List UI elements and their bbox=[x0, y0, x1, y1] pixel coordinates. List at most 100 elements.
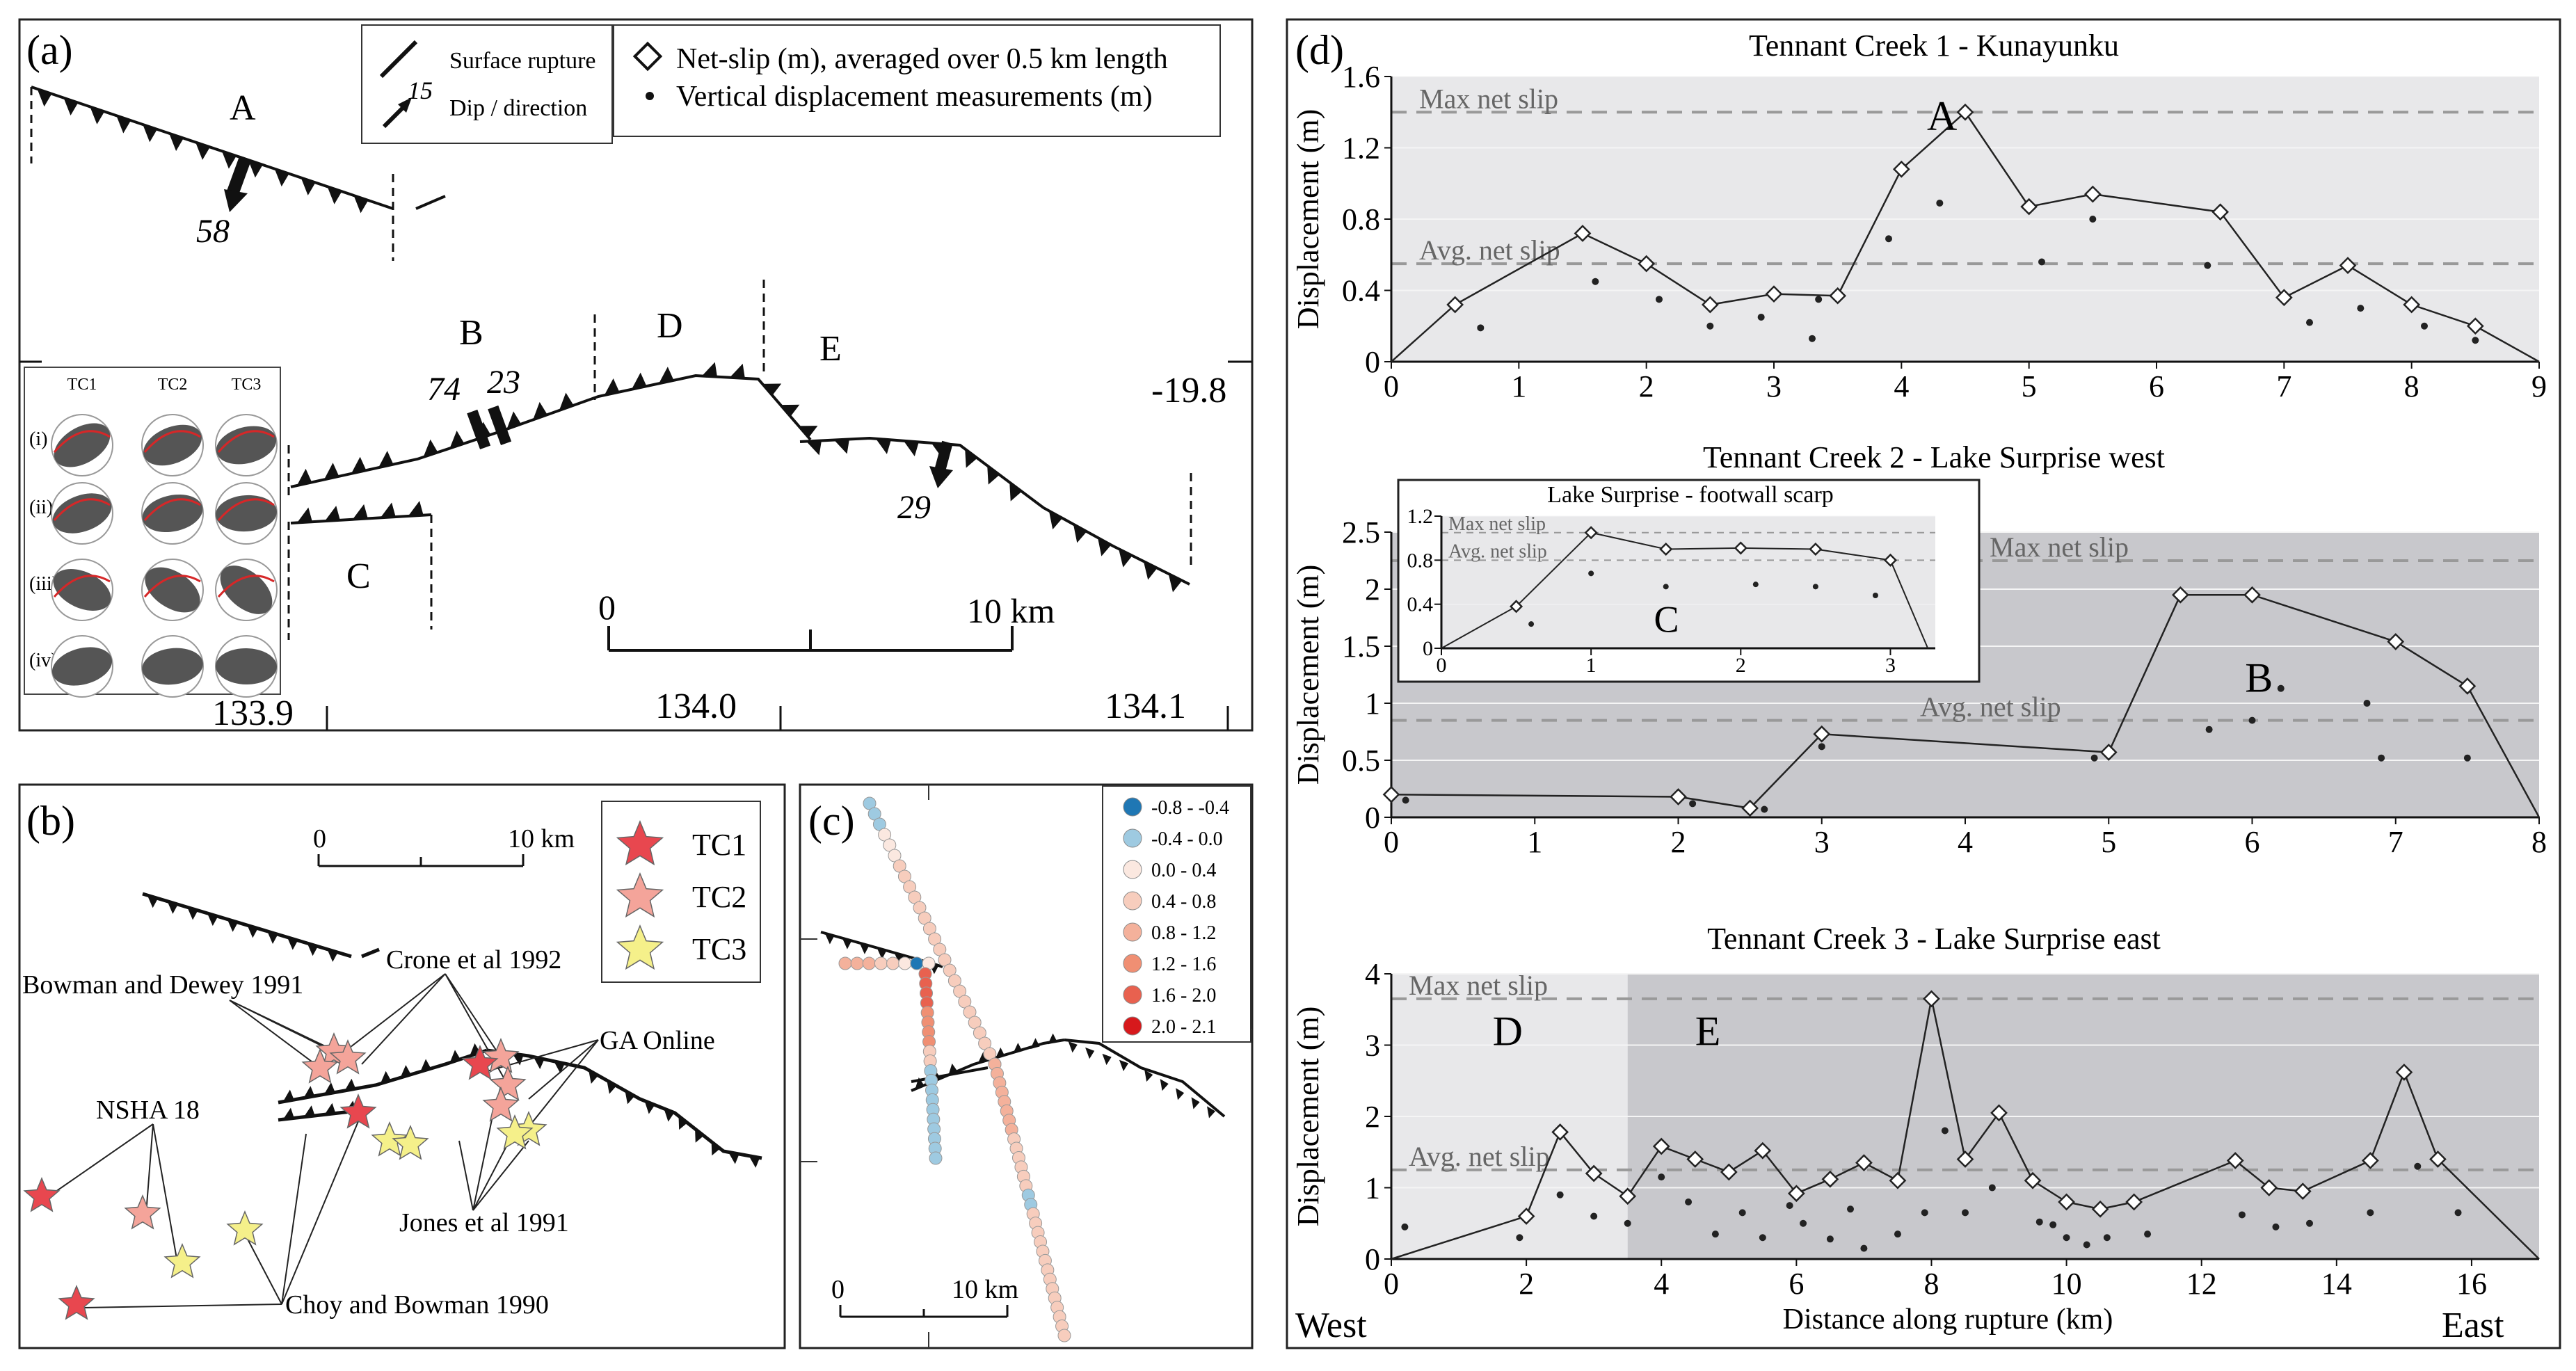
thrust-tooth bbox=[1073, 524, 1087, 543]
dot-icon bbox=[646, 92, 654, 100]
vertical-measurement bbox=[1706, 322, 1714, 330]
vertical-measurement bbox=[2089, 216, 2097, 223]
thrust-tooth bbox=[915, 1077, 925, 1089]
thrust-tooth bbox=[63, 97, 79, 116]
y-tick-label: 0 bbox=[1365, 801, 1380, 835]
vertical-measurement bbox=[1818, 743, 1825, 751]
x-tick-label: 5 bbox=[2101, 825, 2116, 859]
net-slip-marker bbox=[1754, 1141, 1772, 1160]
vertical-measurement bbox=[2367, 1209, 2374, 1217]
focal-mechanism bbox=[141, 414, 204, 476]
thrust-tooth bbox=[282, 1107, 294, 1120]
thrust-tooth bbox=[554, 1061, 565, 1074]
avg-net-slip-label: Avg. net slip bbox=[1419, 234, 1560, 266]
segment-boundaries bbox=[30, 87, 1192, 640]
epicenter-star bbox=[23, 1177, 61, 1212]
chart-segment-label: B bbox=[2245, 655, 2273, 701]
x-tick-label: 6 bbox=[2149, 369, 2164, 403]
vertical-measurement bbox=[1761, 805, 1768, 813]
dip-label-a: 58 bbox=[196, 213, 230, 250]
x-tick-label: 2 bbox=[1736, 654, 1746, 677]
net-slip-marker bbox=[1619, 1187, 1637, 1205]
legend-c-swatch bbox=[1123, 797, 1142, 817]
y-tick-label: 2.5 bbox=[1342, 515, 1380, 550]
focal-mechanism bbox=[215, 482, 278, 545]
net-slip-marker bbox=[1765, 285, 1783, 303]
epicenter-star bbox=[616, 924, 664, 970]
vertical-measurement bbox=[1592, 278, 1599, 285]
vertical-measurement bbox=[2090, 754, 2098, 762]
x-tick-label: 16 bbox=[2456, 1267, 2487, 1301]
vertical-measurement bbox=[1786, 1202, 1793, 1210]
focal-mechanism bbox=[215, 414, 278, 476]
epicenter-star bbox=[616, 820, 664, 866]
mech-row-i: (i) bbox=[29, 428, 47, 450]
vertical-measurement bbox=[2363, 700, 2371, 707]
net-slip-marker bbox=[1574, 225, 1592, 242]
thrust-tooth bbox=[274, 168, 289, 187]
y-tick-label: 2 bbox=[1365, 572, 1380, 607]
legend-vertical: Vertical displacement measurements (m) bbox=[676, 81, 1153, 113]
longitude-label-3: 134.1 bbox=[1105, 687, 1186, 726]
epicenter-star bbox=[301, 1048, 339, 1084]
thrust-tooth bbox=[420, 1059, 431, 1072]
legend-c-item: 0.8 - 1.2 bbox=[1151, 922, 1216, 944]
thrust-tooth bbox=[948, 1063, 958, 1075]
dip-arrowhead-a bbox=[224, 189, 248, 212]
thrust-tooth bbox=[1119, 1059, 1129, 1072]
vertical-measurement bbox=[1894, 1230, 1901, 1238]
thrust-tooth bbox=[90, 106, 105, 125]
net-slip-marker bbox=[1821, 1170, 1839, 1188]
net-slip-marker bbox=[1670, 788, 1687, 805]
vertical-measurement bbox=[2103, 1234, 2111, 1242]
thrust-tooth bbox=[449, 431, 465, 449]
legend-c-item: 1.6 - 2.0 bbox=[1151, 985, 1216, 1007]
chart-segment-label: C bbox=[1654, 598, 1679, 640]
thrust-tooth bbox=[1191, 1097, 1200, 1109]
vertical-measurement bbox=[1689, 800, 1697, 808]
y-tick-label: 2 bbox=[1365, 1100, 1380, 1134]
thrust-tooth bbox=[351, 456, 367, 474]
segment-e-label: E bbox=[819, 329, 842, 369]
thrust-tooth bbox=[282, 1089, 294, 1102]
x-tick-label: 6 bbox=[2245, 825, 2260, 859]
legend-b-item: TC2 bbox=[692, 880, 746, 914]
x-tick-label: 14 bbox=[2321, 1267, 2352, 1301]
x-tick-label: 9 bbox=[2531, 369, 2547, 403]
legend-b-item: TC3 bbox=[692, 932, 746, 966]
thrust-tooth bbox=[987, 465, 1000, 485]
vertical-measurement bbox=[1847, 1205, 1854, 1213]
x-tick-label: 0 bbox=[1384, 825, 1399, 859]
panel-c-label: (c) bbox=[808, 798, 855, 844]
vertical-measurement bbox=[2463, 754, 2471, 762]
chart-title: Tennant Creek 3 - Lake Surprise east bbox=[1707, 922, 2161, 956]
source-nsha: NSHA 18 bbox=[96, 1096, 200, 1125]
net-slip-marker bbox=[1382, 785, 1400, 803]
x-tick-label: 8 bbox=[2404, 369, 2419, 403]
thrust-tooth bbox=[977, 1052, 988, 1064]
net-slip-marker bbox=[1659, 542, 1673, 556]
insar-sample bbox=[929, 1151, 943, 1165]
thrust-tooth bbox=[762, 383, 782, 396]
thrust-tooth bbox=[287, 937, 298, 950]
chart-title: Tennant Creek 2 - Lake Surprise west bbox=[1703, 440, 2165, 474]
thrust-tooth bbox=[506, 411, 522, 429]
thrust-tooth bbox=[324, 506, 340, 522]
thrust-tooth bbox=[1207, 1106, 1216, 1119]
insar-sample bbox=[862, 956, 876, 970]
longitude-label-1: 133.9 bbox=[212, 693, 294, 733]
thrust-tooth bbox=[187, 907, 198, 920]
y-tick-label: 1 bbox=[1365, 687, 1380, 721]
thrust-tooth bbox=[301, 177, 316, 195]
x-tick-label: 10 bbox=[2051, 1267, 2082, 1301]
panel-b: (b) 0 10 km TC1 TC2 TC3 Bowman and Dewey 1… bbox=[18, 783, 786, 1349]
east-label: East bbox=[2442, 1306, 2504, 1345]
vertical-measurement bbox=[1759, 1234, 1766, 1242]
vertical-measurement bbox=[2357, 305, 2365, 312]
x-tick-label: 7 bbox=[2276, 369, 2291, 403]
thrust-tooth bbox=[169, 133, 184, 152]
x-tick-label: 7 bbox=[2388, 825, 2403, 859]
vertical-measurement bbox=[1658, 1173, 1665, 1181]
thrust-tooth bbox=[701, 362, 717, 377]
net-slip-marker bbox=[1585, 1164, 1603, 1182]
